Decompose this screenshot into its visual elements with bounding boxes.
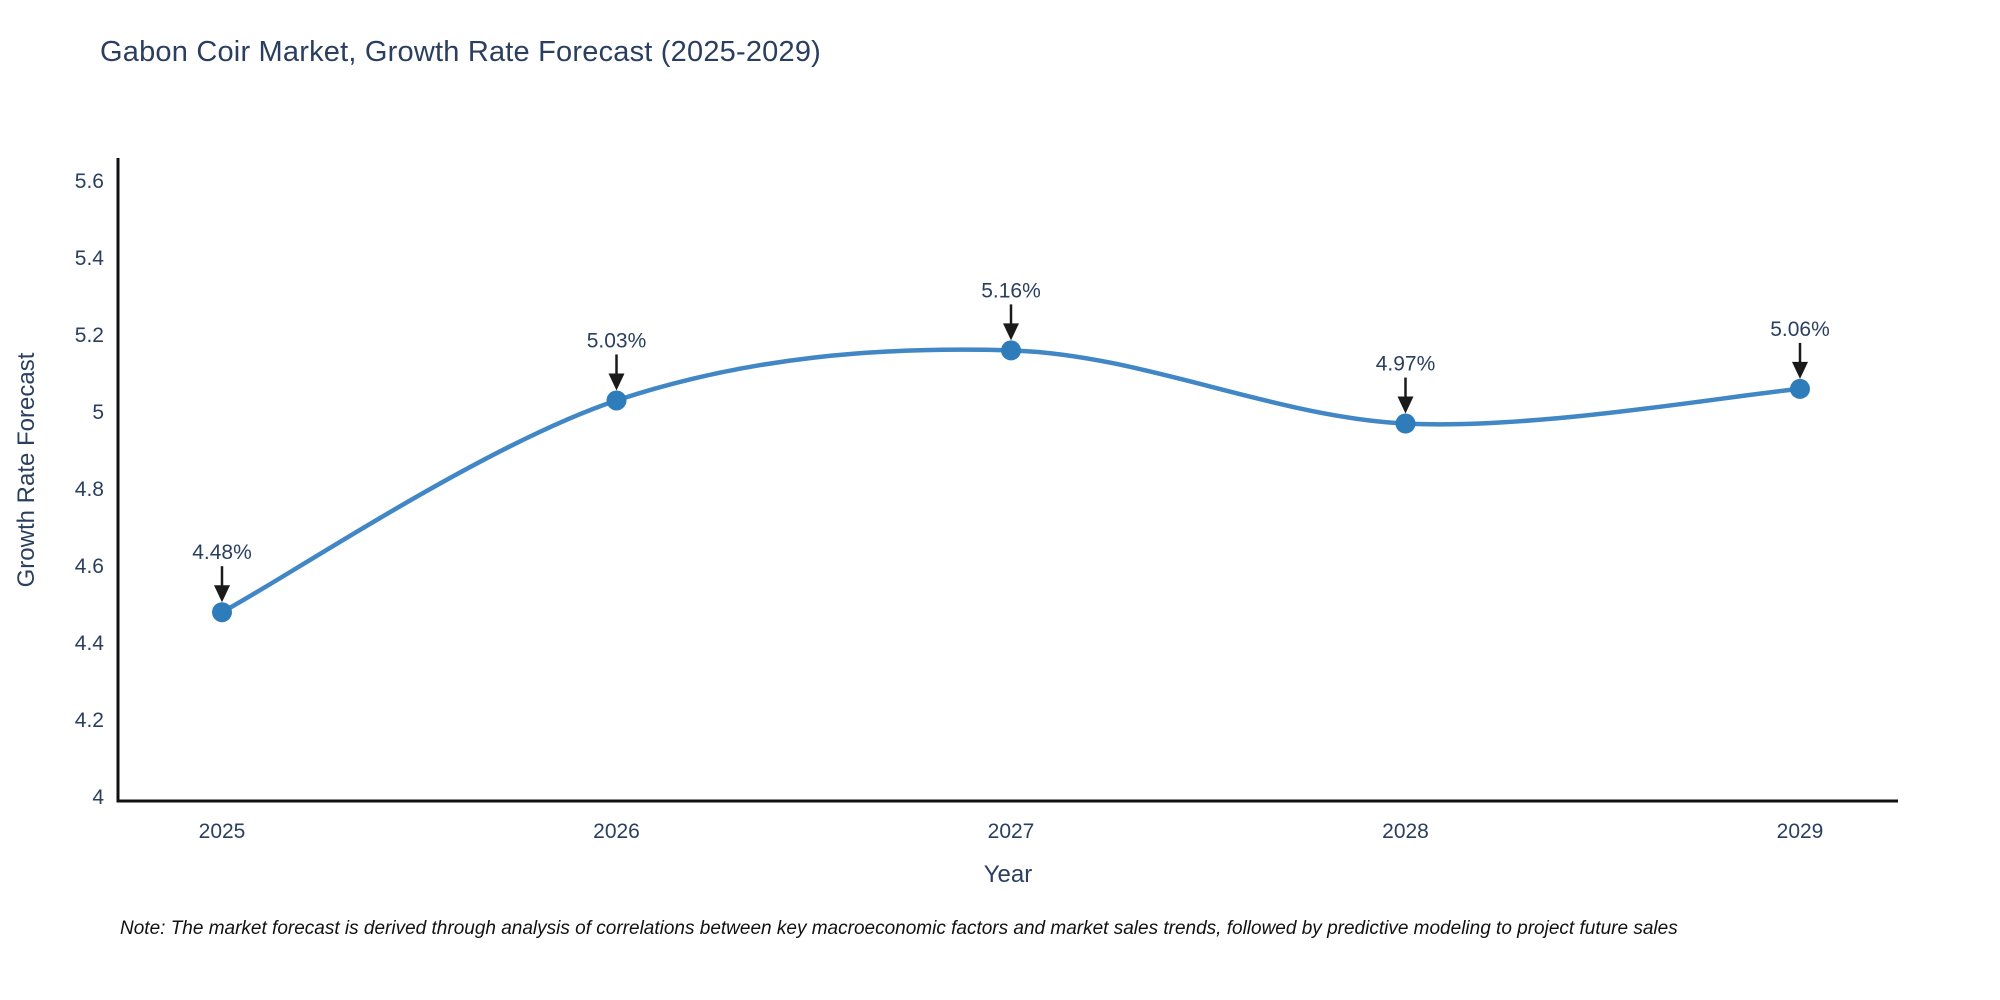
y-tick-label: 5.6 xyxy=(75,170,104,193)
y-tick-label: 5.2 xyxy=(75,324,104,347)
data-point-marker xyxy=(1395,413,1416,434)
y-tick-label: 5.4 xyxy=(75,247,105,270)
x-tick-label: 2027 xyxy=(988,820,1035,843)
y-tick-label: 5 xyxy=(92,401,104,424)
x-tick-label: 2026 xyxy=(593,820,640,843)
x-axis-title: Year xyxy=(984,861,1033,888)
annotation-arrowhead-icon xyxy=(1397,396,1414,414)
y-axis-title: Growth Rate Forecast xyxy=(13,352,40,587)
data-point-marker xyxy=(212,602,232,623)
data-point-marker xyxy=(1001,340,1021,361)
annotation-arrowhead-icon xyxy=(608,373,625,391)
point-value-label: 5.03% xyxy=(587,329,647,352)
annotation-arrowhead-icon xyxy=(1792,361,1808,379)
point-value-label: 4.97% xyxy=(1376,353,1436,376)
annotation-arrowhead-icon xyxy=(214,585,230,603)
y-tick-label: 4 xyxy=(92,786,104,809)
x-tick-label: 2028 xyxy=(1382,820,1429,843)
chart-title: Gabon Coir Market, Growth Rate Forecast … xyxy=(100,36,822,68)
y-tick-label: 4.6 xyxy=(75,555,104,578)
x-tick-label: 2025 xyxy=(199,820,246,843)
forecast-line xyxy=(219,347,1803,615)
y-tick-label: 4.8 xyxy=(75,478,104,501)
x-tick-label: 2029 xyxy=(1777,820,1824,843)
data-point-marker xyxy=(606,390,627,411)
point-value-label: 5.16% xyxy=(981,279,1041,302)
footnote: Note: The market forecast is derived thr… xyxy=(120,918,1678,939)
annotation-arrowhead-icon xyxy=(1003,323,1019,341)
point-value-label: 5.06% xyxy=(1770,318,1830,341)
y-tick-label: 4.2 xyxy=(75,709,104,732)
data-point-marker xyxy=(1790,378,1810,399)
point-value-label: 4.48% xyxy=(192,541,252,564)
y-tick-label: 4.4 xyxy=(75,632,105,655)
